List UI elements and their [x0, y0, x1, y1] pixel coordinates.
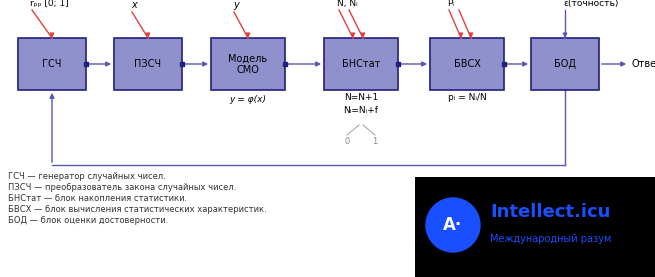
FancyBboxPatch shape	[430, 38, 504, 90]
Ellipse shape	[426, 198, 480, 252]
Text: Intellect.icu: Intellect.icu	[490, 203, 610, 221]
Text: y: y	[233, 0, 239, 10]
Text: Модель
СМО: Модель СМО	[229, 53, 267, 75]
Bar	[180, 62, 184, 66]
Text: БНСтат — блок накопления статистики.: БНСтат — блок накопления статистики.	[8, 194, 187, 203]
Text: БНСтат: БНСтат	[342, 59, 380, 69]
FancyBboxPatch shape	[211, 38, 285, 90]
Text: · · ·: · · ·	[508, 59, 527, 69]
FancyBboxPatch shape	[114, 38, 182, 90]
Text: N, Nᵢ: N, Nᵢ	[337, 0, 358, 8]
Text: БОД: БОД	[554, 59, 576, 69]
FancyBboxPatch shape	[324, 38, 398, 90]
Text: 1: 1	[373, 137, 378, 146]
Text: Pᵢ: Pᵢ	[447, 0, 454, 8]
Text: ГСЧ — генератор случайных чисел.: ГСЧ — генератор случайных чисел.	[8, 172, 166, 181]
Bar	[502, 62, 506, 66]
Text: Nᵢ=Nᵢ+f: Nᵢ=Nᵢ+f	[343, 106, 379, 115]
Text: Ответ: Ответ	[632, 59, 655, 69]
FancyBboxPatch shape	[531, 38, 599, 90]
Text: 0: 0	[345, 137, 350, 146]
FancyBboxPatch shape	[18, 38, 86, 90]
Bar	[283, 62, 287, 66]
Text: y = φ(x): y = φ(x)	[229, 95, 267, 104]
Text: ε(точность): ε(точность)	[563, 0, 618, 8]
Text: x: x	[131, 0, 137, 10]
Text: Международный разум: Международный разум	[490, 234, 611, 244]
Text: A·: A·	[443, 216, 462, 234]
Bar	[84, 62, 88, 66]
Text: ПЗСЧ — преобразователь закона случайных чисел.: ПЗСЧ — преобразователь закона случайных …	[8, 183, 236, 192]
Bar	[396, 62, 400, 66]
Text: ПЗСЧ: ПЗСЧ	[134, 59, 162, 69]
Text: N=N+1: N=N+1	[344, 93, 378, 102]
FancyBboxPatch shape	[415, 177, 655, 277]
Text: БВСХ: БВСХ	[453, 59, 480, 69]
Text: БОД — блок оценки достоверности.: БОД — блок оценки достоверности.	[8, 216, 168, 225]
Text: ГСЧ: ГСЧ	[43, 59, 62, 69]
Text: БВСХ — блок вычисления статистических характеристик.: БВСХ — блок вычисления статистических ха…	[8, 205, 267, 214]
Text: · · ·: · · ·	[405, 59, 423, 69]
Text: pᵢ = Nᵢ/N: pᵢ = Nᵢ/N	[447, 93, 487, 102]
Text: rₚₚ [0; 1]: rₚₚ [0; 1]	[30, 0, 69, 8]
